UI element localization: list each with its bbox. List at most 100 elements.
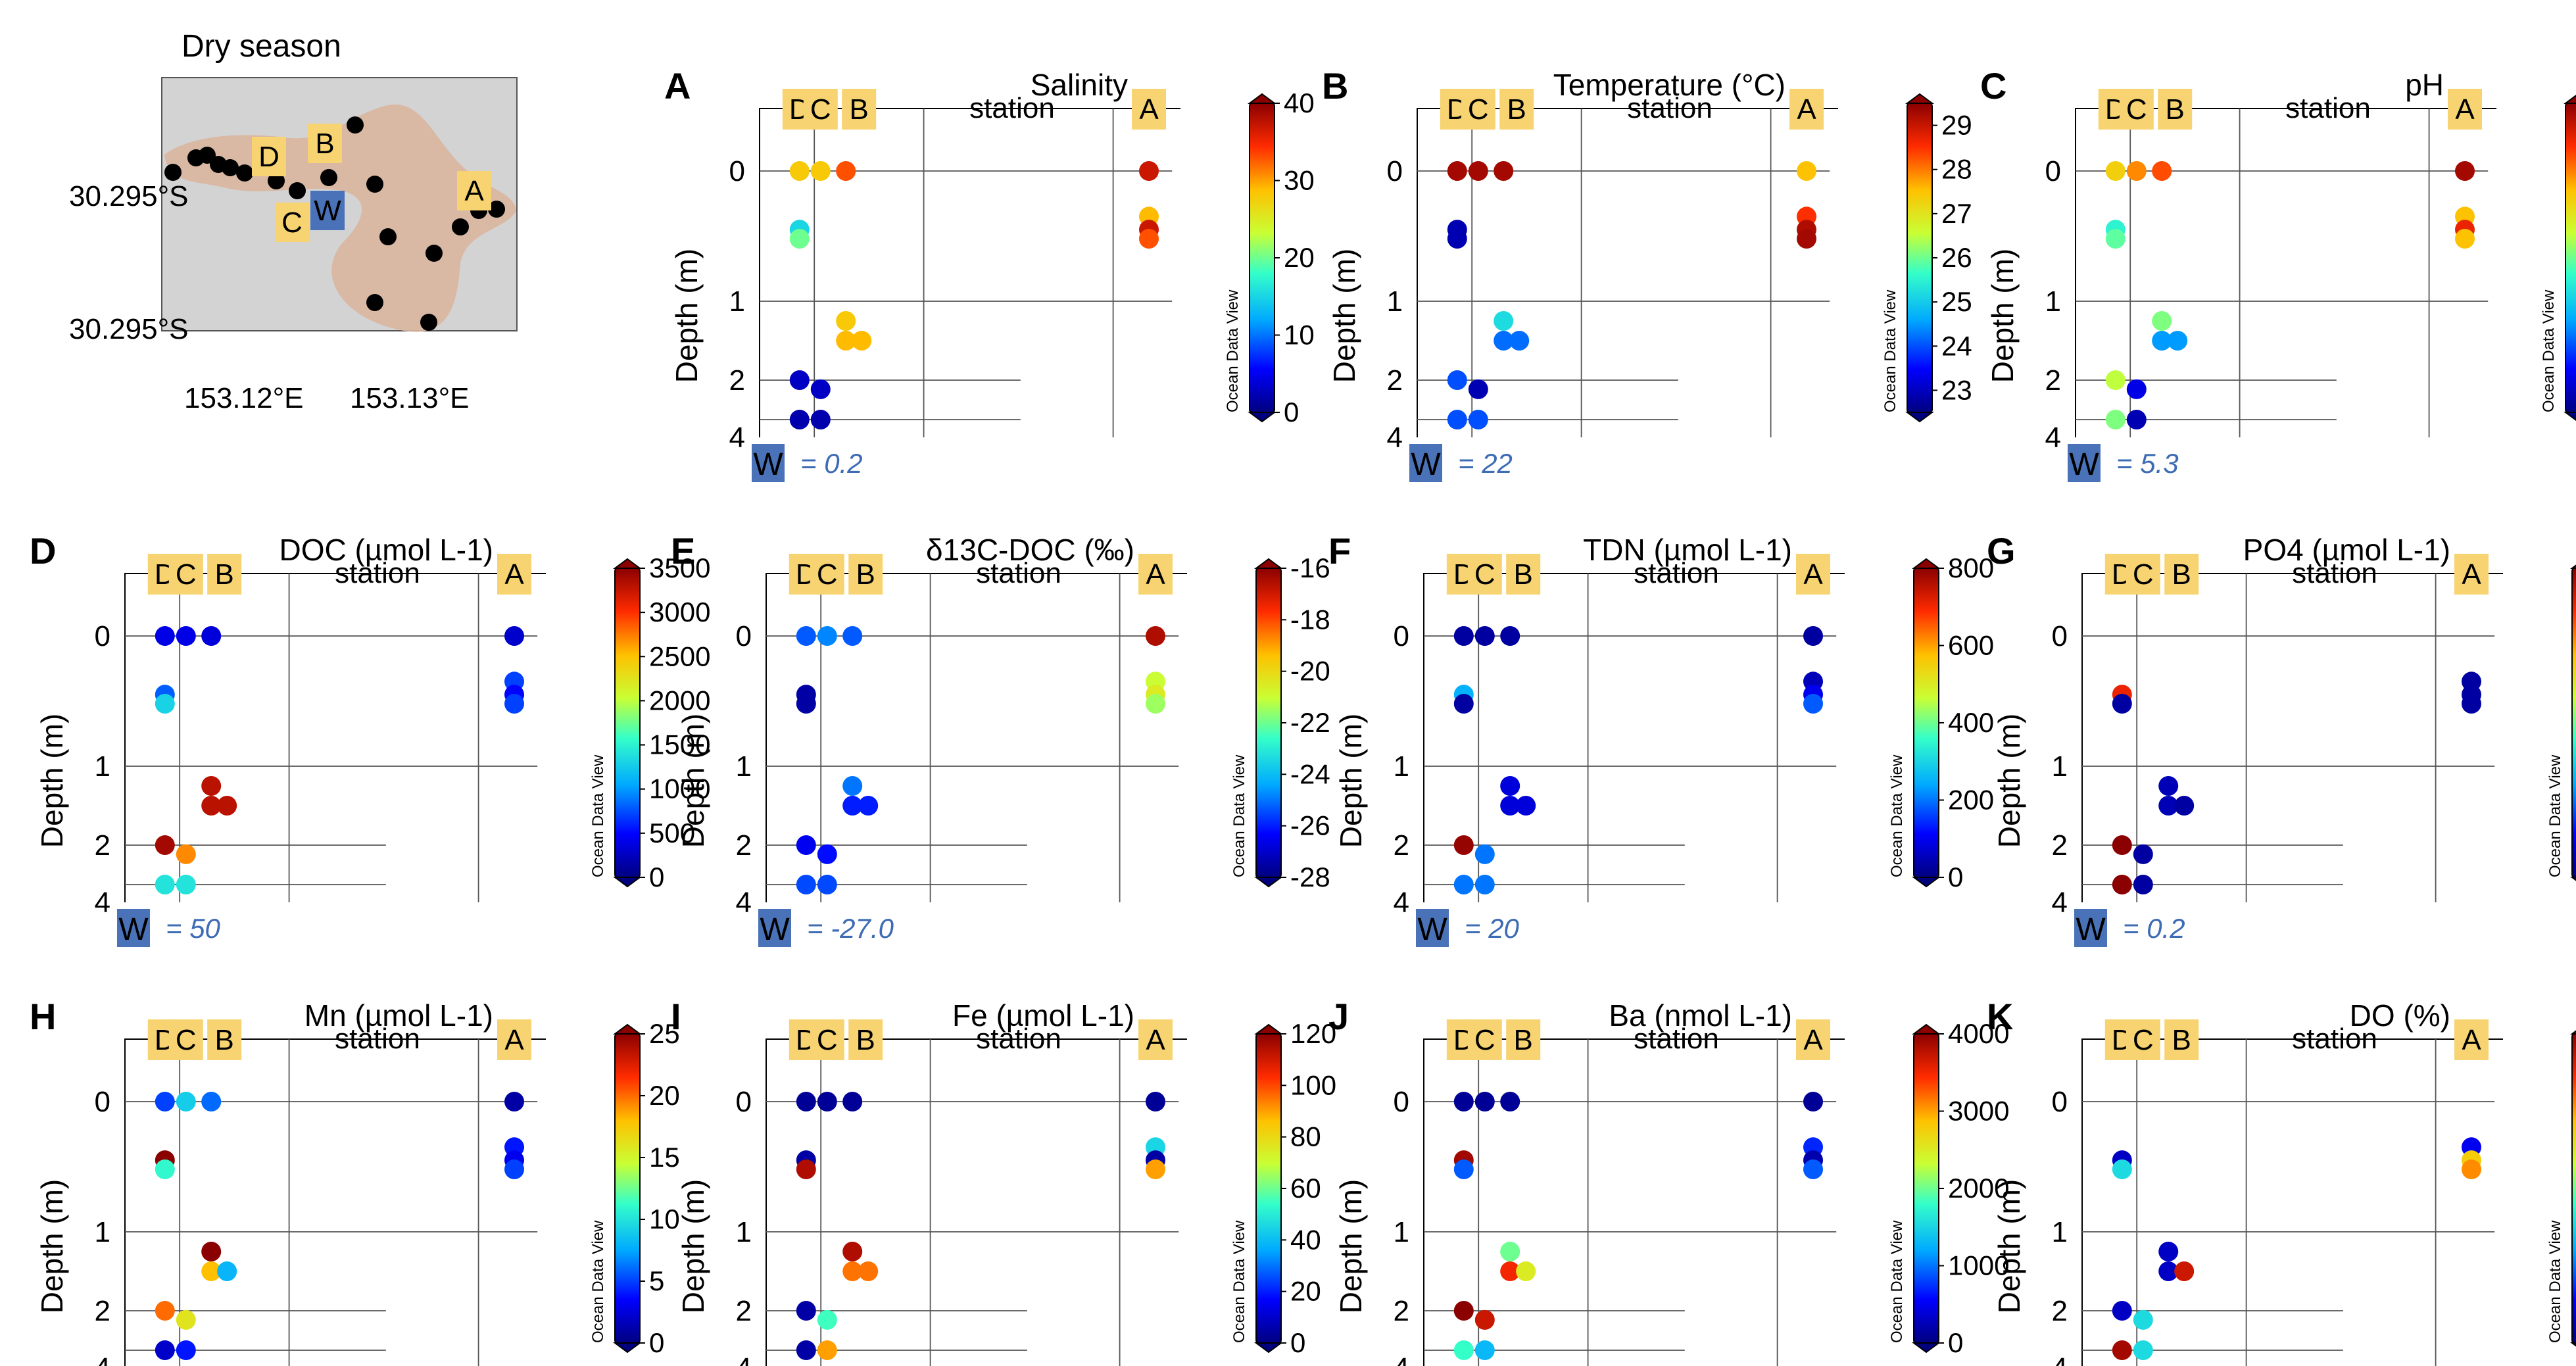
colorbar-tick-label: 20 bbox=[1290, 1276, 1321, 1307]
station-word: station bbox=[335, 1023, 420, 1055]
map-site-dot bbox=[320, 169, 337, 186]
station-header-c: C bbox=[803, 89, 838, 130]
colorbar bbox=[1255, 1033, 1282, 1344]
station-header-b: B bbox=[848, 554, 883, 595]
data-point bbox=[504, 693, 524, 714]
w-label: W bbox=[1411, 447, 1441, 482]
station-word: station bbox=[2292, 557, 2377, 589]
data-point bbox=[201, 1261, 222, 1281]
data-point bbox=[2152, 331, 2172, 351]
station-header-b: B bbox=[842, 89, 877, 130]
map-station-d: D bbox=[252, 137, 286, 176]
station-label: B bbox=[856, 558, 875, 591]
y-axis-label: Depth (m) bbox=[35, 714, 69, 848]
colorbar-tick-label: 20 bbox=[649, 1080, 680, 1111]
depth-tick-label: 0 bbox=[736, 1086, 752, 1118]
data-point bbox=[1447, 228, 1467, 249]
data-point bbox=[852, 331, 872, 351]
depth-tick-label: 1 bbox=[736, 1216, 752, 1248]
data-point bbox=[1509, 331, 1530, 351]
depth-tick-label: 2 bbox=[95, 1295, 110, 1327]
colorbar-bottom-arrow bbox=[612, 877, 643, 888]
depth-tick-label: 4 bbox=[2052, 1352, 2068, 1366]
data-point bbox=[796, 875, 816, 894]
colorbar-top-arrow bbox=[1253, 1023, 1284, 1035]
colorbar-tick-label: 2000 bbox=[1948, 1173, 2009, 1204]
data-point bbox=[796, 1301, 816, 1321]
colorbar-tick-label: 29 bbox=[1941, 110, 1972, 141]
depth-tick-label: 2 bbox=[2052, 829, 2068, 862]
station-label: B bbox=[215, 558, 234, 591]
station-header-a: A bbox=[497, 1019, 531, 1060]
data-point bbox=[2174, 796, 2195, 816]
colorbar-tick-label: 0 bbox=[649, 1327, 664, 1358]
station-word: station bbox=[2292, 1023, 2377, 1055]
w-label: W bbox=[760, 912, 790, 947]
data-point bbox=[2158, 776, 2179, 796]
data-point bbox=[1803, 693, 1823, 714]
station-header-a: A bbox=[1138, 1019, 1173, 1060]
depth-tick-label: 0 bbox=[1387, 155, 1403, 187]
station-label: A bbox=[504, 558, 524, 591]
panel-title: Fe (µmol L-1) bbox=[952, 998, 1134, 1033]
data-point bbox=[155, 835, 175, 855]
data-point bbox=[796, 1340, 816, 1360]
data-point bbox=[817, 1309, 837, 1330]
colorbar-tick-label: 3000 bbox=[649, 597, 710, 627]
data-point bbox=[2112, 1159, 2132, 1179]
data-point bbox=[836, 331, 856, 351]
colorbar-bottom-arrow bbox=[1247, 412, 1277, 423]
map-station-a: A bbox=[457, 171, 491, 210]
panel-title: Salinity bbox=[1031, 68, 1128, 102]
data-point bbox=[1516, 796, 1536, 816]
data-point bbox=[2152, 311, 2172, 331]
colorbar-tick-label: 2500 bbox=[649, 641, 710, 671]
depth-tick-label: 0 bbox=[95, 1086, 110, 1118]
data-point bbox=[1453, 626, 1474, 646]
map-site-dot bbox=[488, 201, 505, 218]
data-point bbox=[155, 1340, 175, 1360]
data-point bbox=[217, 1261, 237, 1281]
depth-tick-label: 1 bbox=[2052, 750, 2068, 783]
colorbar-tick-label: 40 bbox=[1284, 87, 1315, 118]
data-point bbox=[1453, 693, 1474, 714]
data-point bbox=[2112, 835, 2132, 855]
station-header-c: C bbox=[2126, 1019, 2160, 1060]
depth-tick-label: 4 bbox=[2052, 887, 2068, 919]
colorbar-top-arrow bbox=[2569, 1030, 2576, 1035]
station-label: B bbox=[1514, 558, 1533, 591]
data-point bbox=[1468, 161, 1488, 181]
panel-letter: G bbox=[1987, 530, 2016, 572]
data-point bbox=[817, 1092, 837, 1111]
data-point bbox=[2133, 1340, 2153, 1360]
colorbar-tick-label: 120 bbox=[1290, 1018, 1336, 1049]
depth-tick-label: 0 bbox=[2052, 1086, 2068, 1118]
map-site-dot bbox=[425, 245, 443, 262]
depth-tick-label: 2 bbox=[95, 829, 110, 862]
w-label: W bbox=[2069, 447, 2099, 482]
ocean-data-view-watermark: Ocean Data View bbox=[589, 1220, 607, 1343]
station-header-a: A bbox=[2454, 1019, 2489, 1060]
colorbar-tick-label: 0 bbox=[649, 862, 664, 892]
data-point bbox=[1453, 835, 1474, 855]
depth-tick-label: 1 bbox=[2052, 1216, 2068, 1248]
station-label: A bbox=[1146, 558, 1165, 591]
panel-letter: I bbox=[671, 996, 681, 1037]
depth-tick-label: 1 bbox=[736, 750, 752, 783]
data-point bbox=[2158, 1242, 2179, 1261]
colorbar-tick-label: 600 bbox=[1948, 630, 1994, 661]
colorbar-top-arrow bbox=[2563, 94, 2576, 104]
station-label: B bbox=[850, 93, 869, 126]
station-label: B bbox=[1514, 1024, 1533, 1056]
station-label: C bbox=[817, 558, 838, 591]
data-point bbox=[176, 626, 196, 646]
data-point bbox=[155, 1092, 175, 1111]
map-site-dot bbox=[164, 164, 182, 181]
map-site-dot bbox=[347, 116, 364, 134]
data-point bbox=[1500, 796, 1520, 816]
depth-tick-label: 4 bbox=[736, 1352, 752, 1366]
w-reference: W = -27.0 bbox=[758, 909, 894, 947]
